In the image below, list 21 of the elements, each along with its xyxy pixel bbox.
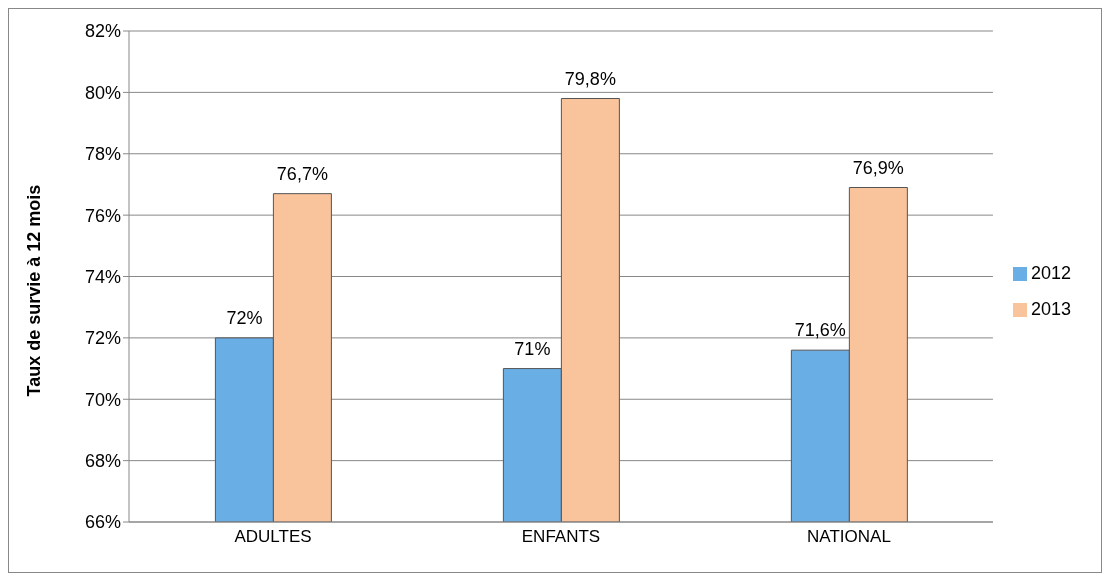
y-tick-label: 74% <box>84 266 121 287</box>
y-tick-label: 68% <box>84 451 121 472</box>
data-label: 72% <box>226 307 263 328</box>
legend-label: 2012 <box>1030 262 1071 283</box>
y-tick-label: 80% <box>84 82 121 103</box>
data-label: 79,8% <box>564 68 616 89</box>
data-label: 76,9% <box>852 157 904 178</box>
y-tick-label: 76% <box>84 205 121 226</box>
data-label: 71% <box>514 338 551 359</box>
y-axis-title: Taux de survie à 12 mois <box>24 184 45 397</box>
x-tick-label: ENFANTS <box>521 527 601 547</box>
legend-label: 2013 <box>1030 298 1071 319</box>
y-tick-label: 82% <box>84 21 121 42</box>
y-tick-label: 78% <box>84 144 121 165</box>
data-label: 76,7% <box>276 163 328 184</box>
data-label: 71,6% <box>794 320 846 341</box>
y-tick-label: 72% <box>84 328 121 349</box>
y-tick-label: 66% <box>84 512 121 533</box>
y-tick-label: 70% <box>84 389 121 410</box>
x-tick-label: NATIONAL <box>807 527 891 547</box>
x-tick-label: ADULTES <box>234 527 312 547</box>
